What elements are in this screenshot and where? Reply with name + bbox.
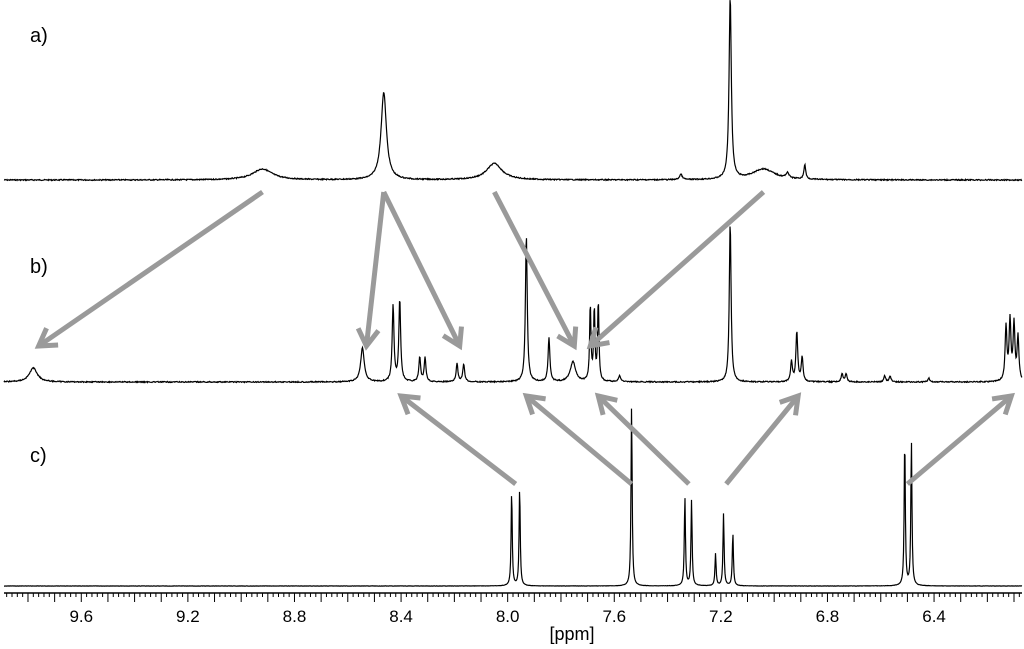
x-tick-label: 7.2 (709, 607, 733, 626)
spectrum-line-b (3, 226, 1023, 384)
x-axis-title: [ppm] (549, 624, 594, 644)
x-tick-label: 8.8 (283, 607, 307, 626)
panel-label-b: b) (30, 256, 48, 278)
correlation-arrow (381, 190, 464, 351)
correlation-arrow (492, 190, 579, 351)
correlation-arrow (586, 190, 766, 350)
correlation-arrow (397, 393, 518, 486)
spectra-layer (3, 0, 1023, 587)
panel-label-a: a) (30, 25, 48, 47)
spectrum-line-c (4, 408, 1023, 587)
panel-label-c: c) (30, 445, 47, 467)
correlation-arrow (905, 392, 1015, 486)
correlation-arrow (355, 191, 387, 351)
panel-labels: a) b) c) (30, 25, 48, 467)
x-tick-label: 6.4 (922, 607, 946, 626)
spectrum-line-a (3, 0, 1023, 182)
correlation-arrow (724, 392, 802, 486)
x-tick-label: 9.6 (69, 607, 93, 626)
correlation-arrows (34, 189, 1015, 486)
correlation-arrow (594, 392, 691, 486)
ppm-axis: 9.6 9.2 8.8 8.4 8.0 7.6 7.2 6.8 6.4 [ppm] (4, 592, 1022, 644)
x-tick-label: 8.4 (389, 607, 413, 626)
x-tick-label: 7.6 (602, 607, 626, 626)
x-axis-ticks: 9.6 9.2 8.8 8.4 8.0 7.6 7.2 6.8 6.4 (6, 593, 1020, 626)
x-tick-label: 8.0 (496, 607, 520, 626)
correlation-arrow (34, 189, 264, 349)
x-tick-label: 6.8 (816, 607, 840, 626)
correlation-arrow (522, 392, 634, 486)
x-tick-label: 9.2 (176, 607, 200, 626)
